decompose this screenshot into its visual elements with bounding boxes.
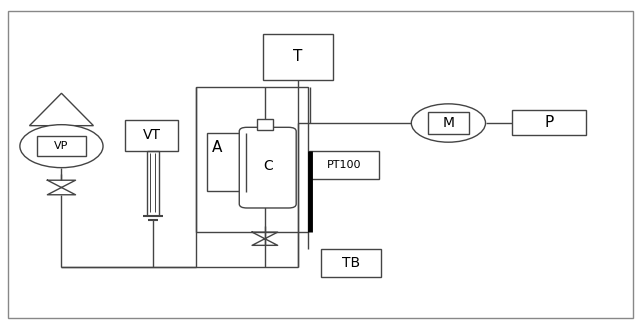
FancyBboxPatch shape bbox=[239, 127, 296, 208]
Bar bbox=[263, 34, 333, 80]
Bar bbox=[126, 120, 178, 151]
Bar bbox=[256, 119, 272, 130]
Bar bbox=[37, 136, 86, 156]
Bar bbox=[320, 249, 381, 277]
Circle shape bbox=[20, 125, 103, 168]
Bar bbox=[196, 87, 308, 232]
Text: VP: VP bbox=[54, 141, 69, 151]
Polygon shape bbox=[29, 93, 94, 126]
Text: A: A bbox=[212, 140, 222, 155]
Text: TB: TB bbox=[342, 256, 360, 270]
Bar bbox=[207, 133, 242, 191]
Text: T: T bbox=[294, 49, 303, 64]
Circle shape bbox=[412, 104, 485, 142]
Text: PT100: PT100 bbox=[327, 160, 362, 170]
Bar bbox=[309, 151, 379, 179]
Text: C: C bbox=[263, 159, 273, 173]
Bar bbox=[512, 110, 586, 134]
Text: M: M bbox=[442, 116, 454, 130]
Bar bbox=[428, 113, 469, 133]
Text: P: P bbox=[545, 115, 554, 130]
Text: VT: VT bbox=[143, 128, 161, 142]
